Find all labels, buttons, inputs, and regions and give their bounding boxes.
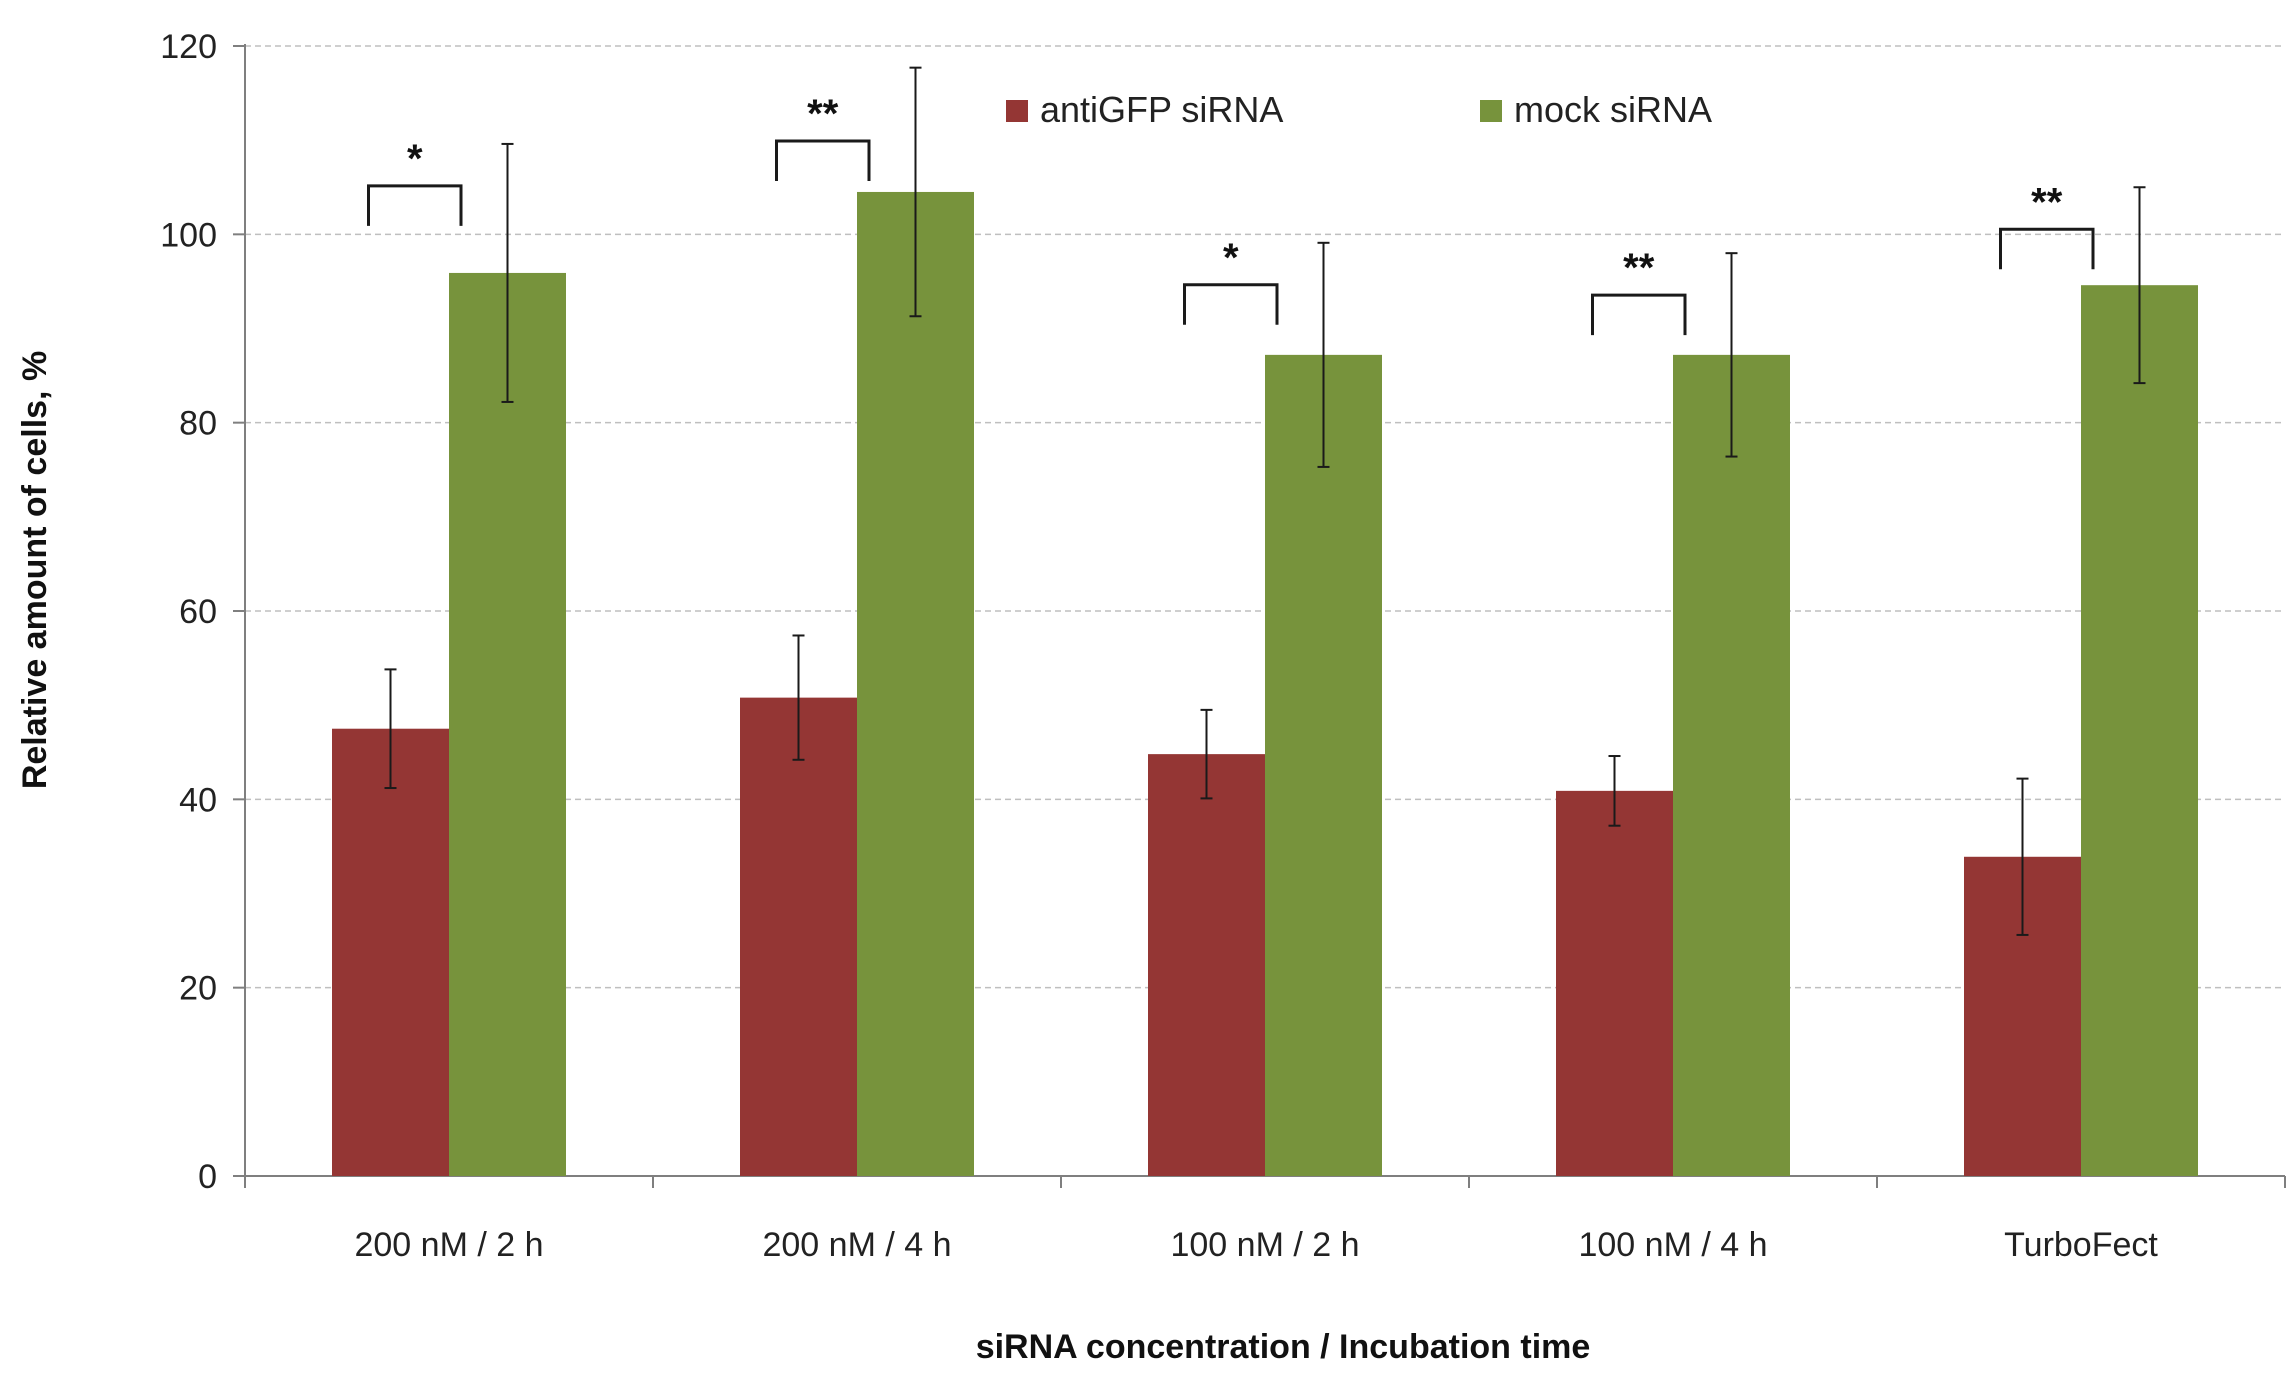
y-tick-label-20: 20	[179, 970, 217, 1008]
significance-label-0: *	[407, 137, 423, 181]
bar-antigfp-2	[1148, 754, 1265, 1176]
significance-bracket-0	[367, 184, 463, 226]
bar-antigfp-0	[332, 728, 449, 1176]
significance-bracket-2	[1183, 283, 1279, 325]
x-tick-label-2: 100 nM / 2 h	[1170, 1226, 1359, 1264]
significance-label-3: **	[1623, 246, 1655, 290]
error-bars	[384, 66, 2146, 936]
bar-mock-4	[2081, 285, 2198, 1176]
significance-label-2: *	[1223, 236, 1239, 280]
bars	[332, 191, 2198, 1177]
x-tick-label-3: 100 nM / 4 h	[1578, 1226, 1767, 1264]
legend-swatch-antigfp	[1006, 100, 1028, 122]
y-tick-label-0: 0	[198, 1158, 217, 1196]
y-tick-label-80: 80	[179, 405, 217, 443]
y-tick-label-40: 40	[179, 781, 217, 819]
significance-bracket-4	[1999, 227, 2095, 270]
significance-markers: **** ****	[367, 92, 2095, 336]
legend-swatch-mock	[1480, 100, 1502, 122]
significance-bracket-3	[1591, 293, 1687, 336]
y-tick-label-120: 120	[160, 28, 217, 66]
significance-bracket-1	[775, 139, 871, 181]
significance-label-4: **	[2031, 180, 2063, 224]
bar-mock-0	[449, 272, 566, 1177]
x-tick-label-1: 200 nM / 4 h	[762, 1226, 951, 1264]
tick-labels: 0 20 40 60 80 100 120 200 nM / 2 h 200 nM / 4 h 1…	[160, 28, 2158, 1264]
y-tick-label-100: 100	[160, 216, 217, 254]
bar-mock-1	[857, 191, 974, 1177]
y-tick-label-60: 60	[179, 593, 217, 631]
bar-antigfp-3	[1556, 790, 1673, 1176]
x-axis-title: siRNA concentration / Incubation time	[976, 1328, 1591, 1366]
bar-antigfp-1	[740, 697, 857, 1176]
y-axis-title: Relative amount of cells, %	[16, 351, 54, 789]
bar-mock-2	[1265, 354, 1382, 1176]
legend-label-antigfp: antiGFP siRNA	[1040, 89, 1283, 130]
significance-label-1: **	[807, 92, 839, 136]
x-tick-label-4: TurboFect	[2004, 1226, 2158, 1264]
legend-label-mock: mock siRNA	[1514, 89, 1712, 130]
bar-mock-3	[1673, 354, 1790, 1176]
legend: antiGFP siRNA mock siRNA	[1006, 89, 1712, 130]
x-tick-label-0: 200 nM / 2 h	[354, 1226, 543, 1264]
